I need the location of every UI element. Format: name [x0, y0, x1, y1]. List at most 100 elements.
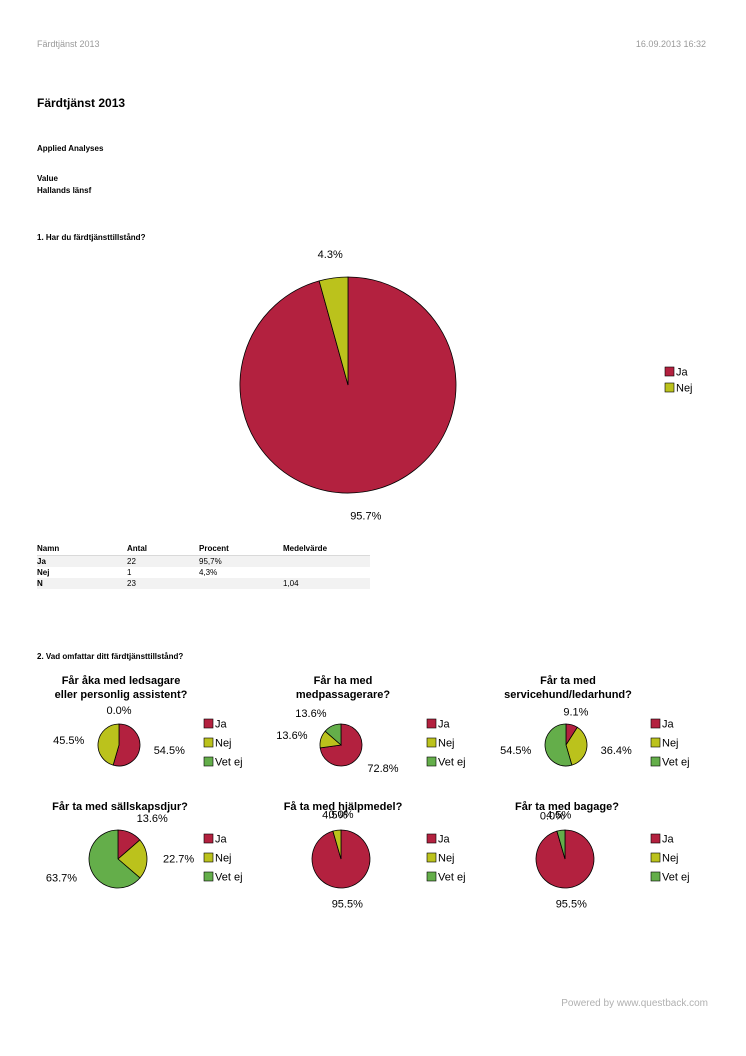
table-cell: [199, 578, 283, 589]
pie-label-vet-ej: 63.7%: [46, 873, 77, 885]
pie-slice-nej: [117, 839, 148, 879]
legend-label-vet-ej: Vet ej: [662, 757, 690, 769]
pie-label-ja: 72.8%: [367, 763, 398, 775]
header-right: 16.09.2013 16:32: [635, 39, 706, 49]
legend-label-nej: Nej: [215, 853, 232, 865]
pie-label-ja: 9.1%: [563, 706, 588, 718]
header-left: Färdtjänst 2013: [37, 39, 100, 49]
value-label: Value: [37, 174, 58, 183]
pie-slice-vet-ej: [544, 723, 573, 767]
legend-label-nej: Nej: [438, 853, 455, 865]
pie-label-nej: 45.5%: [53, 735, 84, 747]
pie-label-ja: 95.5%: [556, 898, 587, 910]
legend-label-nej: Nej: [215, 738, 232, 750]
table-header: Namn: [37, 544, 127, 556]
table-header: Antal: [127, 544, 199, 556]
table-cell: Ja: [37, 555, 127, 567]
pie-label-vet-ej: 4.5%: [546, 809, 571, 821]
legend-label-nej: Nej: [438, 738, 455, 750]
table-row: Nej 1 4,3%: [37, 567, 370, 578]
legend-label-ja: Ja: [215, 834, 228, 846]
legend-label-vet-ej: Vet ej: [662, 872, 690, 884]
table-cell: 1,04: [283, 578, 370, 589]
chart-title: eller personlig assistent?: [55, 689, 188, 701]
legend-swatch-ja: [426, 833, 437, 844]
legend-swatch-vet-ej: [650, 871, 661, 882]
legend-label-vet-ej: Vet ej: [215, 872, 243, 884]
legend-label-ja: Ja: [662, 834, 675, 846]
table-cell: [283, 567, 370, 578]
legend-swatch-ja: [203, 718, 214, 729]
pie-label-ja: 54.5%: [154, 745, 185, 757]
legend-swatch-ja: [650, 718, 661, 729]
pie-slice-vet-ej: [556, 829, 566, 860]
pie-slice-nej: [97, 723, 120, 766]
chart-title: servicehund/ledarhund?: [504, 689, 632, 701]
footer-credit: Powered by www.questback.com: [561, 998, 708, 1009]
pie-slice-ja: [112, 723, 141, 767]
pie-slice-nej: [318, 276, 349, 386]
legend-swatch-ja: [203, 833, 214, 844]
legend-label-nej: Nej: [662, 738, 679, 750]
table-cell: 1: [127, 568, 132, 577]
legend-swatch-vet-ej: [203, 871, 214, 882]
legend-swatch-nej: [650, 852, 661, 863]
table-header: Medelvärde: [283, 544, 370, 556]
pie-label-vet-ej: 54.5%: [500, 745, 531, 757]
chart-title: Får ta med sällskapsdjur?: [52, 801, 188, 813]
table-cell: N: [37, 578, 127, 589]
legend-swatch-nej: [650, 737, 661, 748]
company-name: Applied Analyses: [37, 144, 104, 153]
pie-slice-vet-ej: [88, 829, 141, 889]
q1-pie-chart: 95.7% 4.3% Ja Nej: [239, 249, 693, 523]
legend-label-vet-ej: Vet ej: [438, 757, 466, 769]
q2-title: 2. Vad omfattar ditt färdtjänsttillstånd…: [37, 652, 184, 661]
pie-label-nej: 4.3%: [318, 249, 343, 261]
chart-title: Får ta med: [540, 675, 596, 687]
q1-stats-table: Namn Antal Procent Medelvärde Ja 22 95,7…: [37, 544, 370, 589]
legend-swatch-vet-ej: [650, 756, 661, 767]
legend-swatch-vet-ej: [203, 756, 214, 767]
legend-label-nej: Nej: [676, 383, 693, 395]
table-row: N 23 1,04: [37, 578, 370, 589]
table-cell: Nej: [37, 568, 50, 577]
legend-swatch-nej: [426, 852, 437, 863]
legend-swatch-nej: [426, 737, 437, 748]
pie-label-nej: 13.6%: [276, 730, 307, 742]
table-header: Procent: [199, 544, 283, 556]
table-cell: [283, 555, 370, 567]
pie-slice-vet-ej: [324, 723, 342, 746]
table-row: Ja 22 95,7%: [37, 555, 370, 567]
pie-label-nej: 36.4%: [601, 745, 632, 757]
table-cell: 22: [127, 555, 199, 567]
q1-title: 1. Har du färdtjänsttillstånd?: [37, 233, 146, 242]
legend-label-ja: Ja: [676, 367, 689, 379]
table-cell: 23: [127, 578, 199, 589]
pie-label-nej: 22.7%: [163, 854, 194, 866]
legend-label-vet-ej: Vet ej: [215, 757, 243, 769]
legend-label-nej: Nej: [662, 853, 679, 865]
legend-swatch-vet-ej: [426, 756, 437, 767]
legend-swatch-vet-ej: [426, 871, 437, 882]
chart-title: Får åka med ledsagare: [62, 675, 181, 687]
report-title: Färdtjänst 2013: [37, 96, 126, 110]
pie-label-ja: 95.7%: [350, 511, 381, 523]
chart-title: Får ta med bagage?: [515, 801, 619, 813]
pie-slice-nej: [332, 829, 342, 860]
pie-slice-nej: [565, 726, 588, 766]
table-cell: 4,3%: [199, 568, 218, 577]
pie-label-vet-ej: 0.0%: [106, 705, 131, 717]
pie-label-ja: 13.6%: [137, 813, 168, 825]
legend-swatch-nej: [664, 382, 675, 393]
chart-title: Får ha med: [314, 675, 373, 687]
legend-label-ja: Ja: [438, 834, 451, 846]
pie-label-nej: 4.5%: [322, 809, 347, 821]
legend-label-ja: Ja: [438, 719, 451, 731]
q2-pie-charts: 54.5% 45.5% 0.0% Får åka med ledsagare eller…: [46, 675, 690, 910]
legend-label-ja: Ja: [662, 719, 675, 731]
legend-label-ja: Ja: [215, 719, 228, 731]
legend-swatch-ja: [650, 833, 661, 844]
pie-label-vet-ej: 13.6%: [295, 708, 326, 720]
region-label: Hallands länsf: [37, 186, 92, 195]
chart-title: medpassagerare?: [296, 689, 390, 701]
